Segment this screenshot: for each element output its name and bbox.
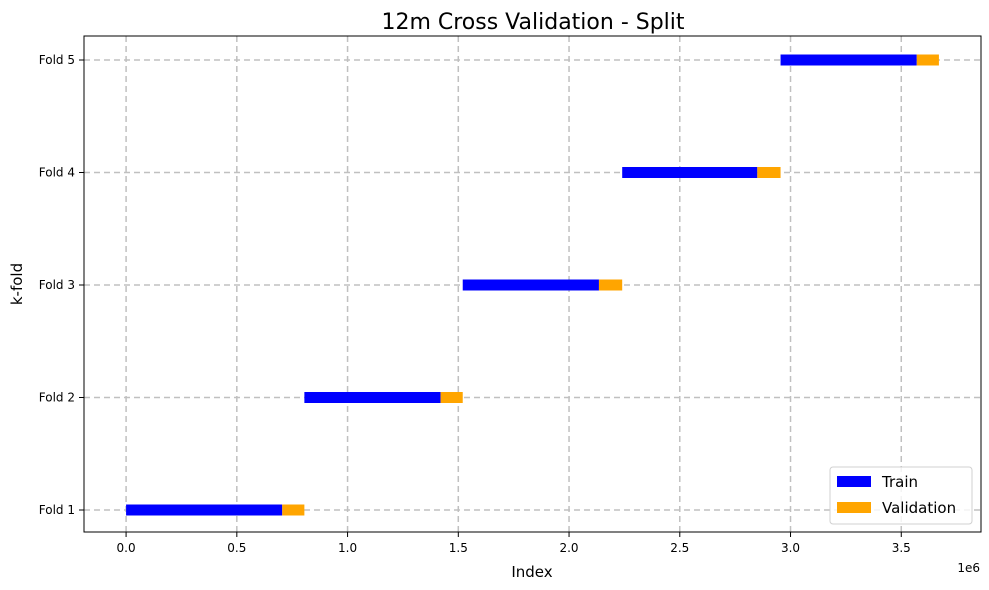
plot-frame	[83, 35, 982, 533]
train-bar	[622, 167, 758, 178]
x-axis-ticks: 0.0 0.5 1.0 1.5 2.0 2.5 3.0 3.5	[117, 532, 911, 555]
legend-swatch-train	[837, 476, 871, 487]
y-axis-label: k-fold	[8, 263, 26, 305]
y-tick-label: Fold 2	[39, 391, 75, 405]
y-tick-label: Fold 5	[39, 53, 75, 67]
train-bar	[462, 279, 599, 291]
x-tick-label: 0.0	[117, 541, 136, 555]
train-bar	[780, 54, 917, 66]
y-tick-label: Fold 1	[39, 503, 75, 517]
bars	[126, 54, 939, 516]
x-axis-label: Index	[511, 563, 552, 581]
train-bar	[126, 504, 283, 516]
x-tick-label: 2.0	[559, 541, 578, 555]
x-tick-label: 2.5	[670, 541, 689, 555]
legend-swatch-validation	[837, 502, 871, 513]
x-axis-offset-label: 1e6	[957, 561, 980, 575]
validation-bar	[598, 279, 623, 291]
y-tick-label: Fold 3	[39, 278, 75, 292]
x-tick-label: 1.0	[338, 541, 357, 555]
y-axis-ticks: Fold 1 Fold 2 Fold 3 Fold 4 Fold 5	[39, 53, 84, 517]
x-tick-label: 3.5	[892, 541, 911, 555]
legend-label-validation: Validation	[882, 499, 956, 517]
validation-bar	[282, 504, 305, 516]
validation-bar	[757, 167, 781, 178]
legend: Train Validation	[829, 466, 973, 525]
y-tick-label: Fold 4	[39, 166, 75, 180]
train-bar	[304, 392, 441, 403]
x-tick-label: 3.0	[781, 541, 800, 555]
chart-title: 12m Cross Validation - Split	[381, 10, 684, 35]
legend-label-train: Train	[881, 473, 918, 491]
grid-lines	[84, 36, 981, 532]
x-tick-label: 0.5	[227, 541, 246, 555]
validation-bar	[440, 392, 463, 403]
x-tick-label: 1.5	[449, 541, 468, 555]
validation-bar	[916, 54, 939, 66]
